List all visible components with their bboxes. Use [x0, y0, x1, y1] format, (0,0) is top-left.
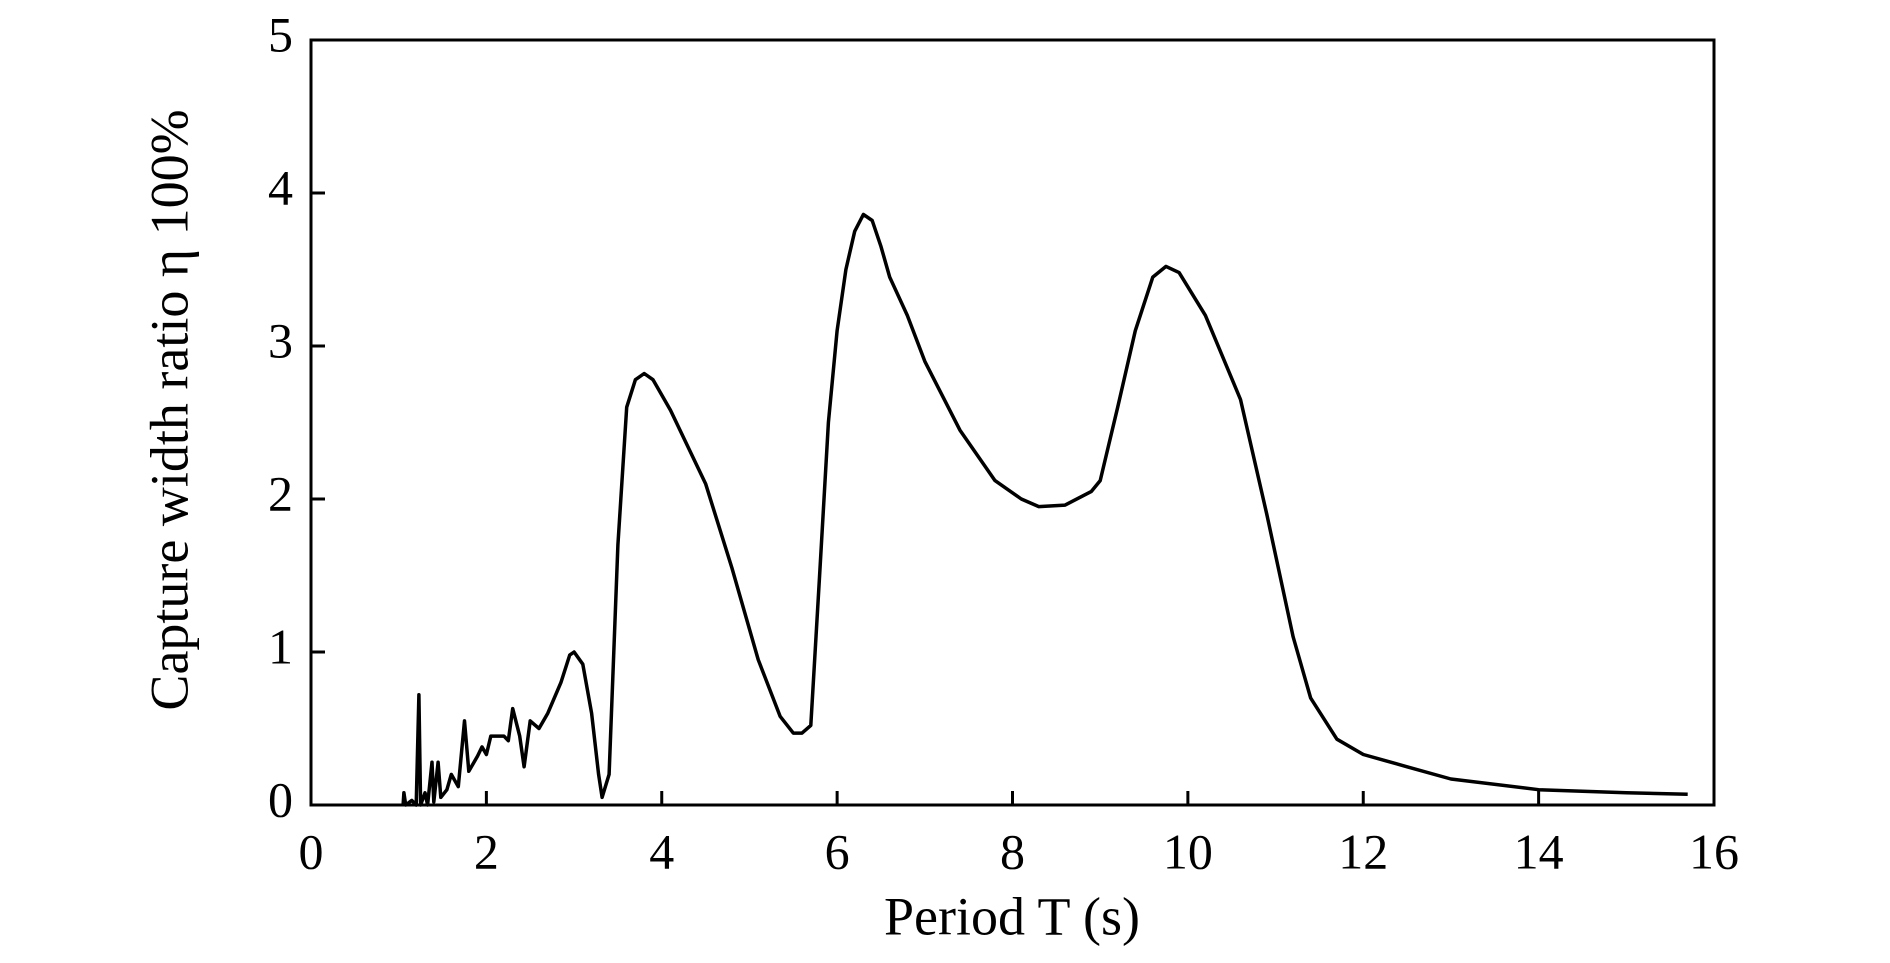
- x-tick-label: 8: [1000, 823, 1025, 879]
- x-tick-label: 16: [1689, 823, 1739, 879]
- x-tick-label: 2: [474, 823, 499, 879]
- x-tick-label: 0: [299, 823, 324, 879]
- x-axis-label: Period T (s): [884, 886, 1140, 946]
- y-tick-label: 0: [268, 771, 293, 827]
- y-tick-label: 1: [268, 618, 293, 674]
- y-tick-label: 5: [268, 6, 293, 62]
- x-tick-label: 14: [1514, 823, 1564, 879]
- x-tick-label: 12: [1338, 823, 1388, 879]
- y-tick-label: 3: [268, 312, 293, 368]
- x-tick-label: 10: [1163, 823, 1213, 879]
- y-tick-label: 2: [268, 465, 293, 521]
- plot-frame: [309, 38, 1716, 807]
- x-tick-label: 4: [649, 823, 674, 879]
- data-line: [401, 212, 1688, 807]
- y-tick-label: 4: [268, 159, 293, 215]
- x-tick-label: 6: [825, 823, 850, 879]
- y-axis-label: Capture width ratio η 100%: [139, 109, 199, 710]
